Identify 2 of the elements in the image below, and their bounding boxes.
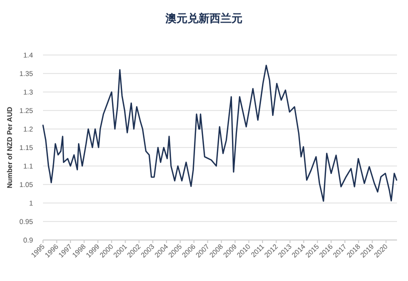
line-series [42,64,398,202]
chart-title: 澳元兑新西兰元 [164,12,242,25]
